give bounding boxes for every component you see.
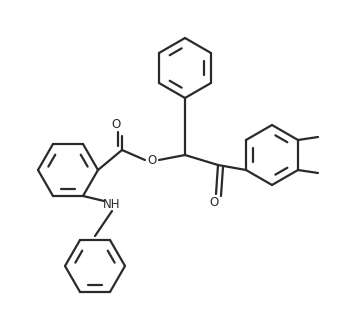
Text: O: O	[209, 195, 219, 209]
Text: O: O	[111, 117, 121, 131]
Text: O: O	[147, 154, 157, 167]
Text: NH: NH	[103, 198, 121, 212]
